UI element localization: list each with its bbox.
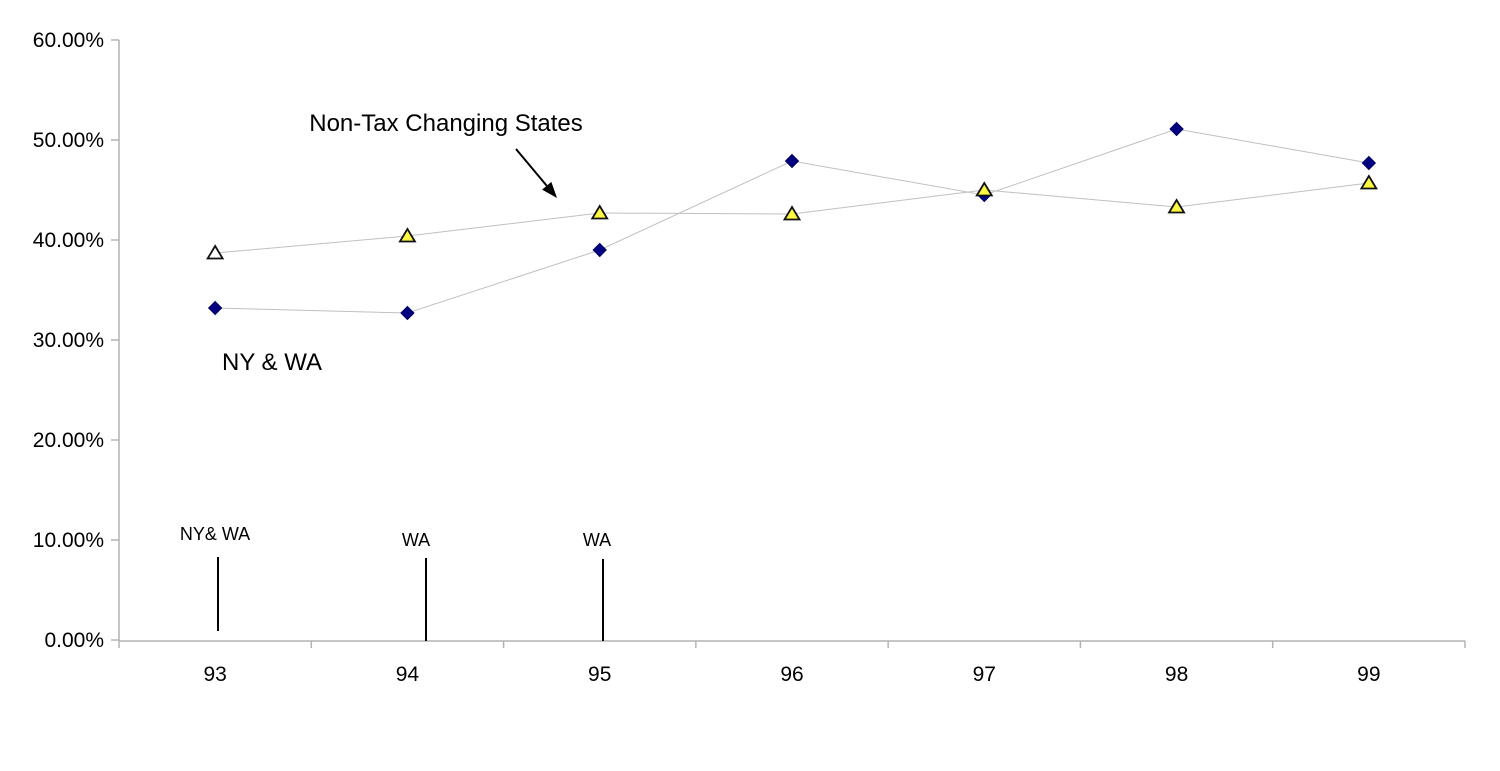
- y-tick-label: 20.00%: [33, 429, 104, 452]
- nywa-series-label: NY & WA: [222, 349, 322, 376]
- triangle-marker-97: [975, 181, 994, 197]
- callout-label-0: NY& WA: [180, 524, 250, 544]
- x-tick-label: 99: [1357, 663, 1380, 686]
- callout-label-2: WA: [583, 530, 611, 550]
- y-tick-label: 10.00%: [33, 529, 104, 552]
- diamond-marker-93: [207, 300, 223, 316]
- triangle-marker-94: [398, 227, 417, 243]
- annotation-arrowhead: [542, 181, 557, 198]
- triangle-marker-93: [206, 244, 225, 260]
- diamond-marker-95: [592, 242, 607, 258]
- x-tick-label: 98: [1165, 663, 1188, 686]
- annotation-arrow-line: [515, 148, 548, 187]
- y-tick-label: 40.00%: [33, 229, 104, 252]
- y-tick-label: 0.00%: [44, 629, 104, 652]
- diamond-marker-98: [1169, 121, 1184, 137]
- triangle-marker-99: [1359, 174, 1378, 190]
- x-tick-label: 94: [396, 663, 420, 686]
- triangle-marker-95: [590, 204, 609, 220]
- x-tick-label: 97: [973, 663, 996, 686]
- nontax-series-label: Non-Tax Changing States: [309, 110, 583, 137]
- callout-label-1: WA: [402, 530, 430, 550]
- y-tick-label: 30.00%: [33, 329, 104, 352]
- y-tick-label: 60.00%: [33, 29, 104, 52]
- diamond-marker-99: [1361, 155, 1377, 171]
- x-tick-label: 95: [588, 663, 611, 686]
- x-tick-label: 96: [780, 663, 803, 686]
- triangle-marker-98: [1167, 198, 1186, 214]
- x-tick-label: 93: [203, 663, 226, 686]
- y-tick-label: 50.00%: [33, 129, 104, 152]
- triangle-marker-96: [782, 205, 802, 221]
- diamond-marker-96: [784, 153, 800, 169]
- diamond-marker-94: [400, 305, 415, 321]
